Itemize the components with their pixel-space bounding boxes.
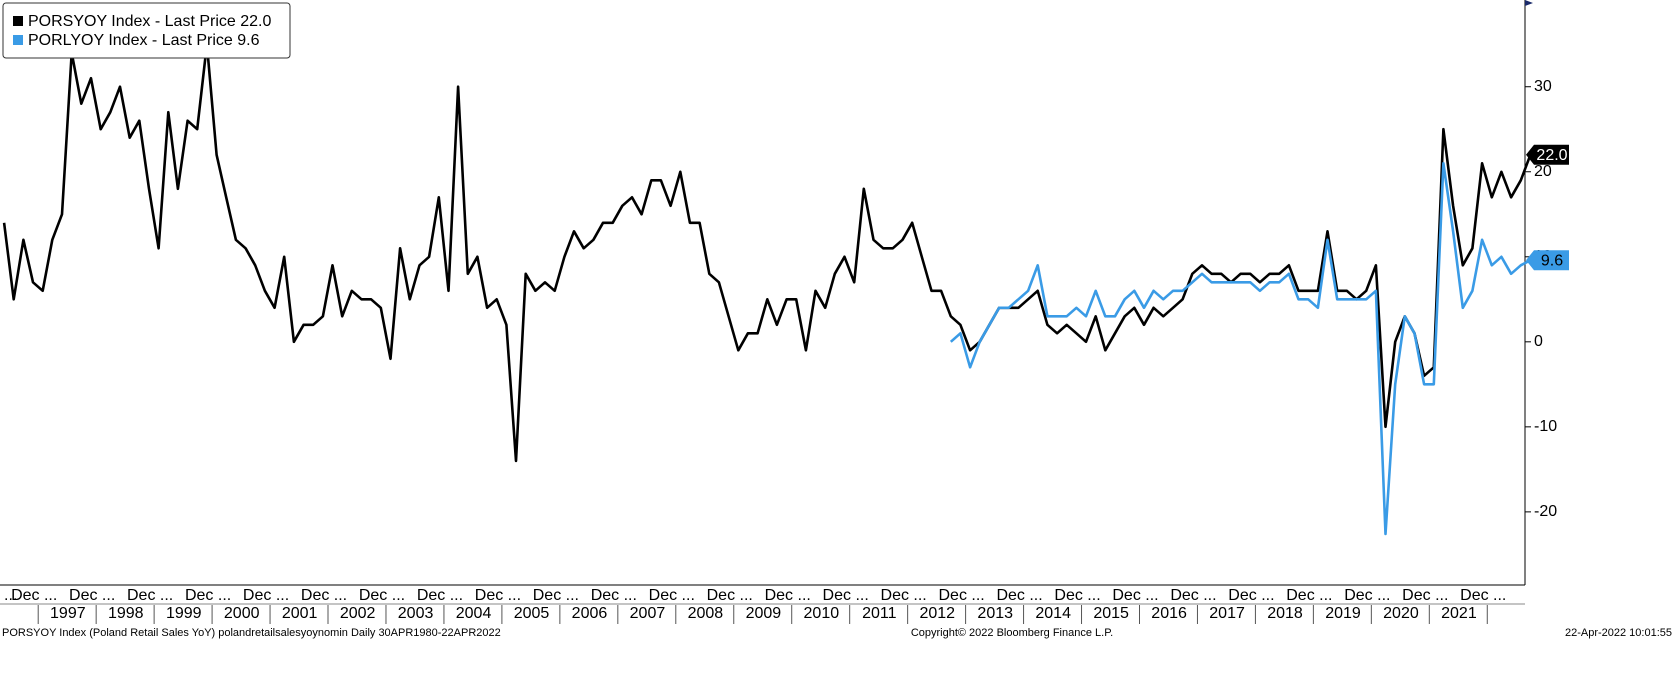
x-tick-label: Dec ... (127, 587, 173, 604)
x-tick-label: Dec ... (1344, 587, 1390, 604)
year-label: 1997 (50, 605, 86, 622)
x-tick-label: Dec ... (649, 587, 695, 604)
x-tick-label: Dec ... (1054, 587, 1100, 604)
year-label: 2013 (977, 605, 1013, 622)
legend-label: PORSYOY Index - Last Price 22.0 (28, 13, 271, 30)
x-tick-label: Dec ... (475, 587, 521, 604)
x-tick-label: Dec ... (881, 587, 927, 604)
year-label: 2002 (340, 605, 376, 622)
footer-center: Copyright© 2022 Bloomberg Finance L.P. (911, 627, 1113, 639)
footer-left: PORSYOY Index (Poland Retail Sales YoY) … (2, 627, 501, 639)
last-price-flag (1526, 144, 1569, 165)
x-tick-label: Dec ... (1170, 587, 1216, 604)
series-line (949, 162, 1532, 536)
y-tick-label: -10 (1534, 418, 1557, 435)
last-price-flag (1526, 250, 1569, 271)
x-tick-label: Dec ... (765, 587, 811, 604)
last-price-label: 9.6 (1541, 252, 1563, 269)
year-label: 2005 (514, 605, 550, 622)
x-tick-label: Dec ... (823, 587, 869, 604)
legend-box (2, 2, 291, 59)
year-label: 2019 (1325, 605, 1361, 622)
x-tick-label: Dec ... (185, 587, 231, 604)
year-label: 1999 (166, 605, 202, 622)
x-tick-label: Dec ... (1402, 587, 1448, 604)
x-tick-label: Dec ... (938, 587, 984, 604)
x-tick-label: Dec ... (1228, 587, 1274, 604)
x-tick-label: Dec ... (707, 587, 753, 604)
y-tick-label: 30 (1534, 78, 1552, 95)
year-label: 2000 (224, 605, 260, 622)
x-tick-label: Dec ... (11, 587, 57, 604)
last-price-label: 22.0 (1536, 147, 1567, 164)
year-label: 2017 (1209, 605, 1245, 622)
x-tick-label: Dec ... (243, 587, 289, 604)
year-label: 2009 (746, 605, 782, 622)
year-label: 2007 (630, 605, 666, 622)
year-label: 2014 (1035, 605, 1071, 622)
y-tick-label: 20 (1534, 163, 1552, 180)
year-label: 2011 (862, 605, 897, 622)
legend-swatch (13, 16, 23, 26)
x-tick-label: Dec ... (417, 587, 463, 604)
x-tick-label: Dec ... (591, 587, 637, 604)
year-label: 2012 (919, 605, 955, 622)
year-label: 2015 (1093, 605, 1129, 622)
year-label: 2010 (804, 605, 840, 622)
x-tick-label: Dec ... (533, 587, 579, 604)
year-label: 2003 (398, 605, 434, 622)
year-label: 2004 (456, 605, 492, 622)
series-line (2, 42, 1532, 463)
year-label: 2018 (1267, 605, 1303, 622)
year-label: 2001 (282, 605, 318, 622)
y-tick-label: -20 (1534, 503, 1557, 520)
year-label: 2006 (572, 605, 608, 622)
y-tick-label: 0 (1534, 333, 1543, 350)
x-tick-label: Dec ... (1460, 587, 1506, 604)
year-label: 1998 (108, 605, 144, 622)
x-tick-label: ... (4, 587, 17, 604)
x-tick-label: Dec ... (996, 587, 1042, 604)
x-tick-label: Dec ... (301, 587, 347, 604)
year-label: 2020 (1383, 605, 1419, 622)
x-tick-label: Dec ... (1112, 587, 1158, 604)
axis-arrow (1525, 0, 1533, 6)
x-tick-label: Dec ... (69, 587, 115, 604)
year-label: 2021 (1441, 605, 1477, 622)
footer-right: 22-Apr-2022 10:01:55 (1565, 627, 1672, 639)
year-label: 2008 (688, 605, 724, 622)
x-tick-label: Dec ... (1286, 587, 1332, 604)
x-tick-label: Dec ... (359, 587, 405, 604)
legend-swatch (13, 35, 23, 45)
legend-label: PORLYOY Index - Last Price 9.6 (28, 32, 260, 49)
year-label: 2016 (1151, 605, 1187, 622)
